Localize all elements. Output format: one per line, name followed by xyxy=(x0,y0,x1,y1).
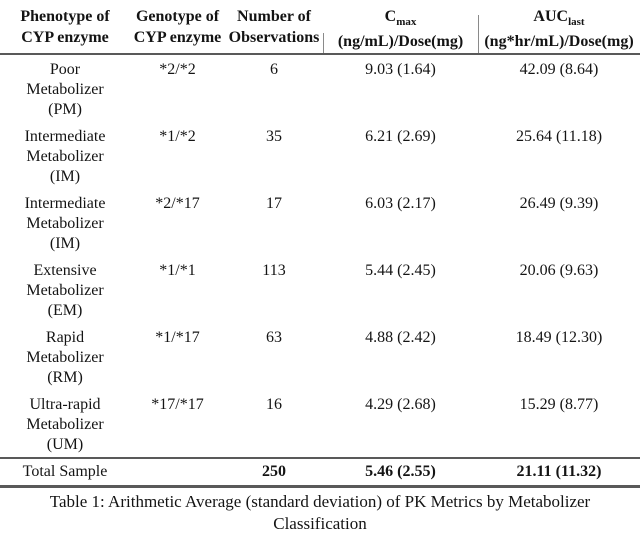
phenotype-cell: Poor Metabolizer (PM) xyxy=(26,61,104,118)
total-auc-last-cell: 21.11 (11.32) xyxy=(478,457,640,488)
observations-cell: 6 xyxy=(270,61,278,78)
genotype-cell: *1/*17 xyxy=(155,329,200,346)
cmax-cell: 5.44 (2.45) xyxy=(365,262,436,279)
table-caption: Table 1: Arithmetic Average (standard de… xyxy=(0,491,640,535)
col-header-genotype: Genotype of CYP enzyme xyxy=(130,0,225,55)
table-row: Extensive Metabolizer (EM) *1/*1 113 5.44 (2.… xyxy=(0,256,640,323)
phenotype-cell: Extensive Metabolizer (EM) xyxy=(26,262,104,319)
observations-cell: 63 xyxy=(266,329,282,346)
header-row: Phenotype of CYP enzyme Genotype of CYP enz… xyxy=(0,0,640,55)
pk-metrics-table: Phenotype of CYP enzyme Genotype of CYP enz… xyxy=(0,0,640,488)
observations-cell: 35 xyxy=(266,128,282,145)
phenotype-cell: Intermediate Metabolizer (IM) xyxy=(24,128,106,185)
cmax-cell: 4.88 (2.42) xyxy=(365,329,436,346)
col-header-observations: Number of Observations xyxy=(225,0,323,55)
table-row: Rapid Metabolizer (RM) *1/*17 63 4.88 (2.42) 1… xyxy=(0,323,640,390)
auc-last-cell: 18.49 (12.30) xyxy=(515,329,603,346)
total-row: Total Sample 250 5.46 (2.55) 21.11 (11.32) xyxy=(0,457,640,488)
table-body: Poor Metabolizer (PM) *2/*2 6 9.03 (1.64) 42.0… xyxy=(0,55,640,457)
auc-last-cell: 42.09 (8.64) xyxy=(519,61,599,78)
table-header: Phenotype of CYP enzyme Genotype of CYP enz… xyxy=(0,0,640,55)
table-row: Intermediate Metabolizer (IM) *2/*17 17 6.03 … xyxy=(0,189,640,256)
total-genotype-cell xyxy=(130,457,225,488)
total-cmax-cell: 5.46 (2.55) xyxy=(323,457,478,488)
cmax-cell: 6.03 (2.17) xyxy=(365,195,436,212)
genotype-cell: *17/*17 xyxy=(151,396,204,413)
cmax-cell: 9.03 (1.64) xyxy=(365,61,436,78)
genotype-cell: *2/*17 xyxy=(155,195,200,212)
table-row: Intermediate Metabolizer (IM) *1/*2 35 6.21 (… xyxy=(0,122,640,189)
auc-last-cell: 25.64 (11.18) xyxy=(515,128,603,145)
phenotype-cell: Intermediate Metabolizer (IM) xyxy=(24,195,106,252)
phenotype-cell: Rapid Metabolizer (RM) xyxy=(26,329,104,386)
auc-last-cell: 26.49 (9.39) xyxy=(519,195,599,212)
total-observations-cell: 250 xyxy=(225,457,323,488)
caption-line-2: Classification xyxy=(273,514,367,533)
table-total-section: Total Sample 250 5.46 (2.55) 21.11 (11.32) xyxy=(0,457,640,488)
genotype-cell: *1/*2 xyxy=(159,128,196,145)
cmax-cell: 6.21 (2.69) xyxy=(365,128,436,145)
caption-line-1: Table 1: Arithmetic Average (standard de… xyxy=(49,492,591,511)
col-header-cmax: Cmax (ng/mL)/Dose(mg) xyxy=(323,0,478,55)
phenotype-cell: Ultra-rapid Metabolizer (UM) xyxy=(26,396,104,453)
genotype-cell: *2/*2 xyxy=(159,61,196,78)
observations-cell: 17 xyxy=(266,195,282,212)
total-label-cell: Total Sample xyxy=(0,457,130,488)
auc-last-cell: 15.29 (8.77) xyxy=(519,396,599,413)
col-header-phenotype: Phenotype of CYP enzyme xyxy=(0,0,130,55)
observations-cell: 113 xyxy=(262,262,286,279)
auc-last-cell: 20.06 (9.63) xyxy=(519,262,599,279)
observations-cell: 16 xyxy=(266,396,282,413)
genotype-cell: *1/*1 xyxy=(159,262,196,279)
cmax-cell: 4.29 (2.68) xyxy=(365,396,436,413)
table-row: Poor Metabolizer (PM) *2/*2 6 9.03 (1.64) 42.0… xyxy=(0,55,640,122)
table-row: Ultra-rapid Metabolizer (UM) *17/*17 16 4.29 … xyxy=(0,390,640,457)
col-header-auc_last: AUClast (ng*hr/mL)/Dose(mg) xyxy=(478,0,640,55)
